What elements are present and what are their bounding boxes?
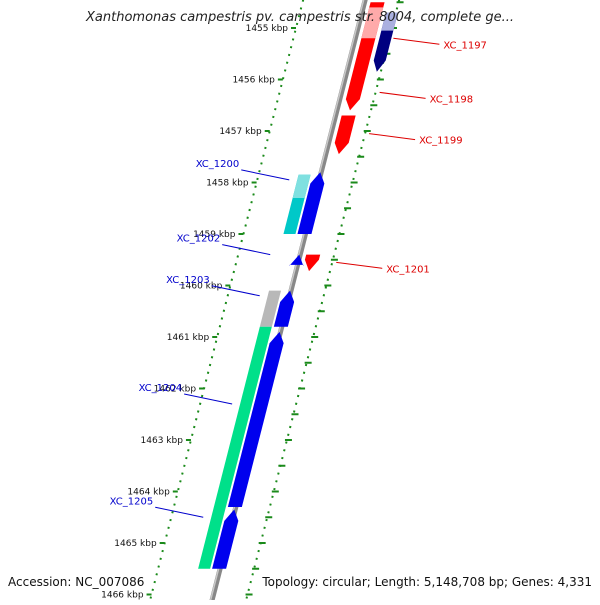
feature-xc-1205	[212, 509, 239, 569]
gene-label-xc-1202: XC_1202	[177, 234, 221, 245]
gene-label-xc-1200: XC_1200	[196, 159, 240, 170]
feature-green-xc-1204	[198, 326, 272, 569]
gene-label-xc-1205: XC_1205	[110, 496, 154, 507]
gene-label-xc-1197-leader	[393, 37, 440, 45]
kbp-tick-label: 1457 kbp	[219, 127, 262, 137]
gene-label-xc-1198: XC_1198	[430, 94, 474, 105]
kbp-tick-label: 1463 kbp	[141, 436, 184, 446]
accession-text: Accession: NC_007086	[8, 575, 145, 589]
feature-grey-xc-1203	[259, 290, 282, 327]
feature-shade	[381, 12, 398, 31]
gene-label-xc-1204: XC_1204	[139, 383, 183, 394]
map-title: Xanthomonas campestris pv. campestris st…	[86, 10, 514, 25]
gene-label-xc-1205-leader	[155, 506, 204, 518]
kbp-tick-label: 1456 kbp	[232, 76, 275, 86]
gene-label-xc-1198-leader	[379, 91, 426, 99]
feature-shade	[361, 7, 384, 39]
gene-label-xc-1199: XC_1199	[419, 136, 463, 147]
kbp-tick-label: 1465 kbp	[114, 539, 157, 549]
kbp-tick-label: 1460 kbp	[180, 282, 223, 292]
left-dotted-track	[147, 0, 305, 605]
gene-label-xc-1200-leader	[241, 169, 290, 181]
gene-label-xc-1203-leader	[211, 285, 260, 297]
genome-summary-text: Topology: circular; Length: 5,148,708 bp…	[262, 575, 592, 589]
kbp-tick-label: 1466 kbp	[101, 591, 144, 601]
gene-label-xc-1201: XC_1201	[386, 264, 430, 275]
feature-xc-1202	[289, 254, 304, 266]
feature-xc-1199	[334, 115, 356, 155]
gene-label-xc-1204-leader	[184, 393, 233, 405]
gene-label-xc-1203: XC_1203	[166, 275, 210, 286]
feature-shade	[292, 174, 311, 198]
gene-label-xc-1199-leader	[369, 133, 416, 141]
kbp-tick-label: 1458 kbp	[206, 179, 249, 189]
gene-label-xc-1201-leader	[336, 261, 383, 269]
right-dotted-track	[243, 0, 401, 605]
kbp-tick-label: 1461 kbp	[167, 333, 210, 343]
feature-xc-1200	[297, 172, 325, 234]
kbp-tick-label: 1464 kbp	[127, 488, 170, 498]
feature-xc-1204	[227, 331, 284, 507]
kbp-tick-label: 1455 kbp	[246, 24, 289, 34]
kbp-tick-label: 1462 kbp	[154, 385, 197, 395]
gene-label-xc-1202-leader	[222, 244, 271, 256]
feature-xc-1203	[273, 290, 295, 327]
kbp-tick-label: 1459 kbp	[193, 230, 236, 240]
feature-xc-1201	[304, 254, 321, 272]
gene-label-xc-1197: XC_1197	[443, 40, 487, 51]
